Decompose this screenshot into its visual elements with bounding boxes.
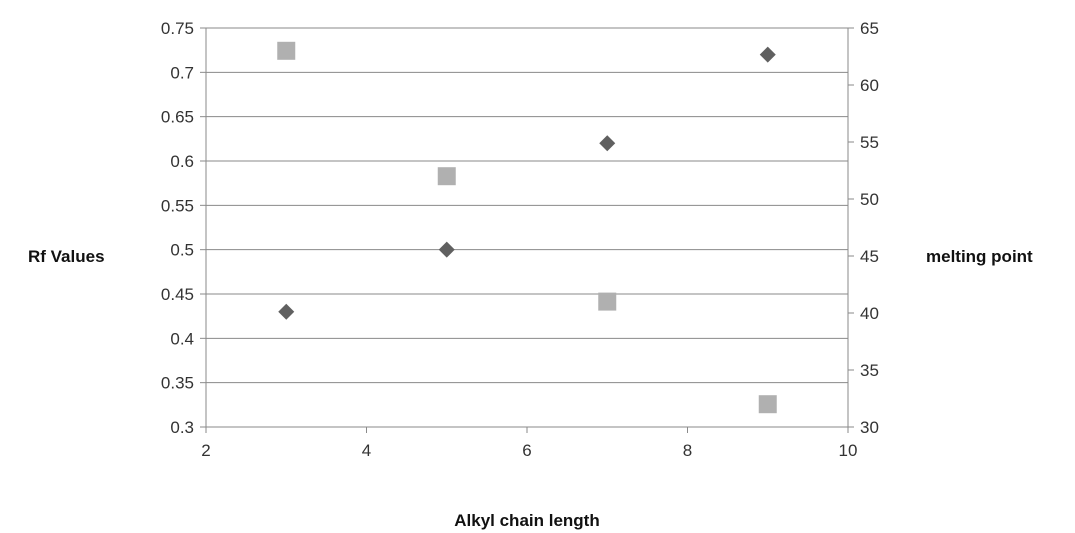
y-tick-label: 0.5 — [170, 241, 194, 260]
axes — [200, 27, 854, 433]
diamond-point — [759, 46, 776, 63]
y2-tick-label: 55 — [860, 133, 879, 152]
y-tick-label: 0.45 — [161, 285, 194, 304]
y2-tick-label: 30 — [860, 418, 879, 437]
y-tick-label: 0.7 — [170, 63, 194, 82]
y2-tick-label: 35 — [860, 361, 879, 380]
square-point — [758, 395, 777, 414]
x-tick-label: 6 — [522, 441, 531, 460]
y2-axis-title: melting point — [926, 247, 1033, 266]
diamond-point — [438, 241, 455, 258]
square-point — [277, 41, 296, 60]
x-axis-title: Alkyl chain length — [454, 511, 599, 530]
x-tick-label: 10 — [839, 441, 858, 460]
y2-tick-label: 40 — [860, 304, 879, 323]
x-tick-label: 4 — [362, 441, 371, 460]
y-tick-label: 0.6 — [170, 152, 194, 171]
square-point — [437, 167, 456, 186]
y-tick-label: 0.65 — [161, 108, 194, 127]
y2-tick-label: 50 — [860, 190, 879, 209]
square-point — [598, 292, 617, 311]
diamond-point — [278, 303, 295, 320]
data-points — [277, 41, 777, 414]
x-tick-label: 2 — [201, 441, 210, 460]
y-tick-label: 0.4 — [170, 329, 194, 348]
gridlines — [206, 27, 848, 428]
y-tick-label: 0.3 — [170, 418, 194, 437]
x-tick-label: 8 — [683, 441, 692, 460]
y2-tick-label: 65 — [860, 19, 879, 38]
x-tick-labels: 2 4 6 8 10 — [201, 441, 857, 460]
diamond-point — [599, 135, 616, 152]
y2-tick-label: 60 — [860, 76, 879, 95]
y-tick-label: 0.35 — [161, 374, 194, 393]
y2-tick-label: 45 — [860, 247, 879, 266]
right-tick-labels: 30 35 40 45 50 55 60 65 — [860, 19, 879, 437]
y-tick-label: 0.55 — [161, 196, 194, 215]
left-tick-labels: 0.3 0.35 0.4 0.45 0.5 0.55 0.6 0.65 0.7 0.75 — [161, 19, 194, 437]
y-tick-label: 0.75 — [161, 19, 194, 38]
y-axis-title: Rf Values — [28, 247, 105, 266]
